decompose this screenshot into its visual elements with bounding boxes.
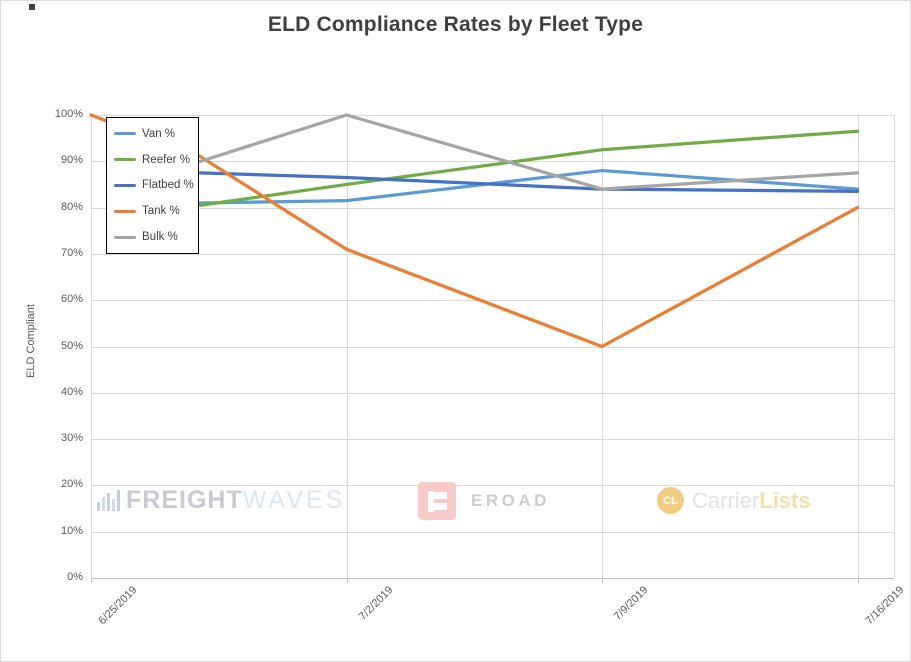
freightwaves-watermark: FREIGHTWAVES': [97, 478, 348, 515]
legend-line-swatch: [114, 183, 136, 187]
legend-line-swatch: [114, 209, 136, 213]
y-axis-tick-label: 0%: [67, 571, 83, 583]
y-axis-tick-label: 10%: [60, 524, 83, 537]
freightwaves-wordmark: FREIGHTWAVES': [126, 478, 348, 514]
legend-item-reefer: Reefer %: [114, 154, 198, 166]
eroad-logo-icon: [418, 482, 456, 520]
series-line-tank: [89, 113, 860, 349]
freightwaves-logo-icon: [97, 490, 120, 511]
legend-label: Flatbed %: [142, 179, 194, 192]
y-axis-tick-label: 90%: [60, 154, 83, 167]
legend-label: Reefer %: [142, 153, 190, 166]
chart-title: ELD Compliance Rates by Fleet Type: [267, 13, 644, 36]
legend-label: Tank %: [142, 205, 180, 218]
legend-item-bulk: Bulk %: [114, 231, 198, 243]
carrierlists-logo-icon: CL: [657, 487, 684, 514]
chart-legend: Van % Reefer % Flatbed % Tank % Bulk %: [106, 117, 199, 254]
carrierlists-wordmark: CarrierLists: [692, 487, 811, 513]
legend-label: Bulk %: [142, 231, 178, 244]
legend-line-swatch: [114, 158, 136, 162]
carrierlists-watermark: CL CarrierLists: [657, 487, 811, 514]
series-line-bulk: [198, 113, 860, 191]
series-line-reefer: [198, 129, 860, 207]
legend-line-swatch: [114, 132, 136, 136]
y-axis-tick-label: 60%: [60, 293, 83, 306]
y-axis-tick-label: 20%: [60, 478, 83, 491]
series-line-flatbed: [198, 171, 860, 194]
legend-item-tank: Tank %: [114, 205, 198, 217]
legend-item-van: Van %: [114, 128, 198, 140]
legend-item-flatbed: Flatbed %: [114, 179, 198, 191]
legend-line-swatch: [114, 235, 136, 239]
legend-label: Van %: [142, 127, 176, 140]
y-axis-tick-label: 70%: [60, 246, 83, 259]
eroad-wordmark: EROAD: [471, 491, 550, 510]
artifact-dot: [29, 4, 35, 10]
y-axis-tick-label: 80%: [60, 200, 83, 213]
y-axis-tick-label: 30%: [60, 432, 83, 445]
y-axis-tick-label: 40%: [60, 385, 83, 398]
y-axis-tick-label: 50%: [60, 339, 83, 352]
y-axis-tick-label: 100%: [54, 108, 83, 120]
eroad-watermark: EROAD: [418, 482, 550, 520]
